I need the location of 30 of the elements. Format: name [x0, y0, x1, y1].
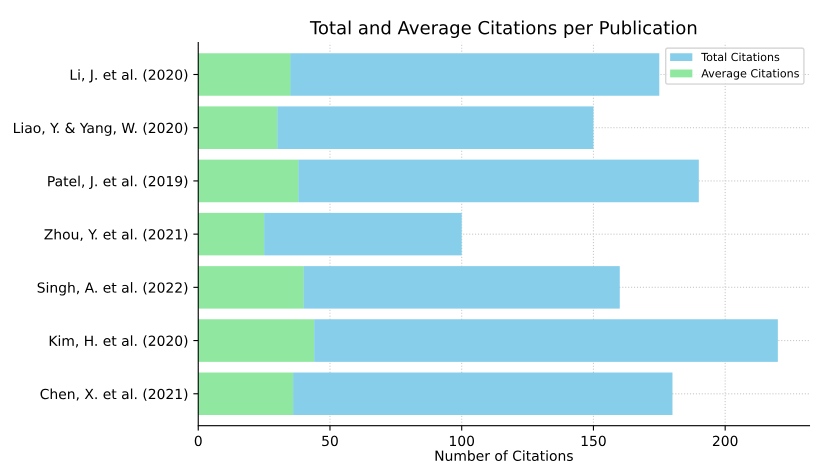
- x-tick-label: 0: [194, 436, 202, 446]
- x-tick-label: 100: [450, 436, 474, 446]
- bar: [290, 53, 660, 96]
- bar: [198, 106, 278, 149]
- legend-label: Average Citations: [701, 68, 799, 80]
- x-tick-label: 50: [322, 436, 338, 446]
- x-axis-title: Number of Citations: [436, 450, 573, 462]
- bar: [198, 372, 294, 416]
- y-tick-label: Kim, H. et al. (2020): [50, 335, 188, 348]
- y-tick-label: Patel, J. et al. (2019): [48, 176, 188, 189]
- bar: [298, 160, 699, 202]
- bar: [304, 266, 620, 309]
- y-tick-label: Zhou, Y. et al. (2021): [44, 228, 188, 242]
- bar: [314, 319, 778, 362]
- bar: [198, 160, 298, 202]
- bar: [198, 319, 314, 362]
- y-tick-label: Liao, Y. & Yang, W. (2020): [14, 122, 188, 136]
- x-tick-label: 150: [582, 436, 606, 446]
- bar: [293, 372, 672, 416]
- legend-label: Total Citations: [701, 52, 780, 62]
- y-tick-label: Chen, X. et al. (2021): [40, 388, 188, 401]
- x-tick-label: 200: [712, 436, 738, 446]
- bar: [198, 212, 264, 256]
- bar: [198, 266, 304, 309]
- bar: [264, 212, 462, 256]
- bar: [277, 106, 594, 149]
- y-tick-label: Li, J. et al. (2020): [70, 69, 188, 83]
- chart-title: Total and Average Citations per Publication: [310, 20, 696, 38]
- bar: [198, 53, 290, 96]
- y-tick-label: Singh, A. et al. (2022): [38, 282, 188, 296]
